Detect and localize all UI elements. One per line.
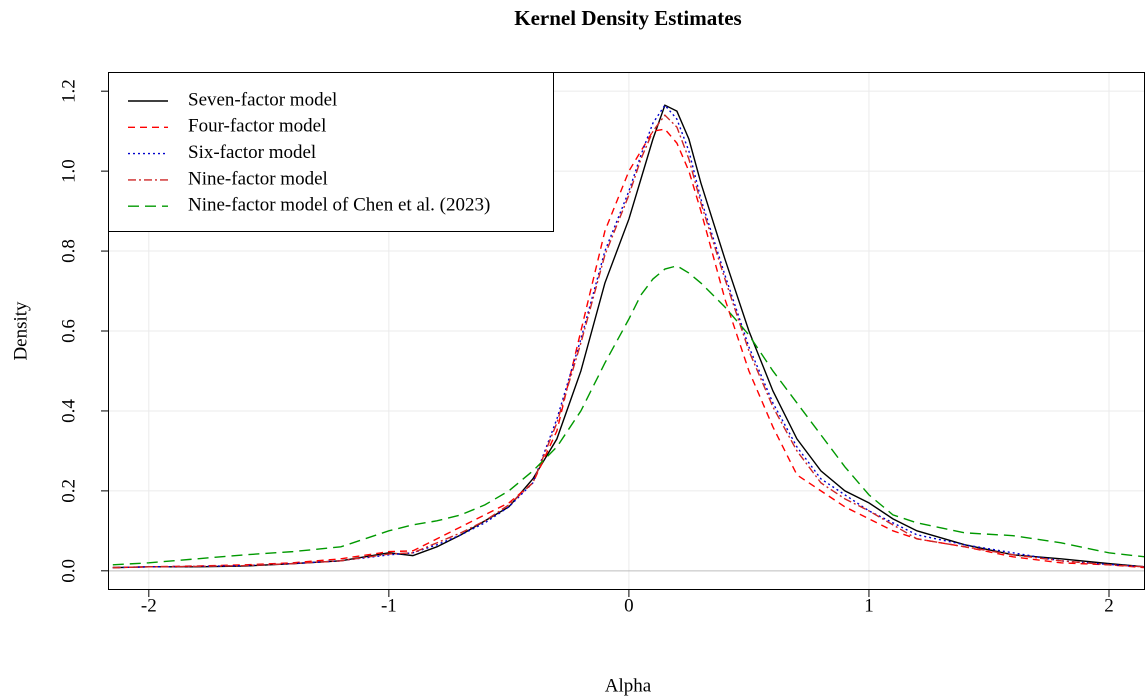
x-tick-label: 0 bbox=[624, 595, 634, 616]
x-tick-label: -2 bbox=[141, 595, 157, 616]
density-line bbox=[112, 128, 1145, 569]
plot-lines bbox=[112, 104, 1145, 569]
y-tick-label: 0.2 bbox=[58, 479, 79, 503]
x-tick-label: -1 bbox=[381, 595, 397, 616]
legend-box bbox=[108, 72, 554, 232]
x-tick-label: 1 bbox=[864, 595, 874, 616]
legend-label: Six-factor model bbox=[188, 142, 316, 163]
y-tick-label: 0.4 bbox=[58, 399, 79, 423]
density-line bbox=[112, 114, 1145, 569]
chart-title: Kernel Density Estimates bbox=[514, 6, 741, 30]
legend-label: Four-factor model bbox=[188, 116, 326, 137]
legend: Seven-factor model Four-factor model Six-f… bbox=[108, 72, 554, 232]
y-tick-label: 0.6 bbox=[58, 319, 79, 343]
x-axis-label: Alpha bbox=[605, 675, 652, 696]
y-tick-label: 1.2 bbox=[58, 79, 79, 103]
y-tick-label: 0.8 bbox=[58, 239, 79, 263]
density-line bbox=[112, 265, 1145, 566]
y-tick-label: 1.0 bbox=[58, 159, 79, 183]
x-tick-label: 2 bbox=[1104, 595, 1114, 616]
y-axis-label: Density bbox=[10, 301, 31, 361]
y-tick-label: 0.0 bbox=[58, 559, 79, 583]
density-line bbox=[112, 104, 1145, 569]
legend-label: Nine-factor model of Chen et al. (2023) bbox=[188, 195, 490, 216]
density-line bbox=[112, 104, 1145, 569]
legend-label: Seven-factor model bbox=[188, 89, 337, 110]
legend-label: Nine-factor model bbox=[188, 168, 328, 189]
